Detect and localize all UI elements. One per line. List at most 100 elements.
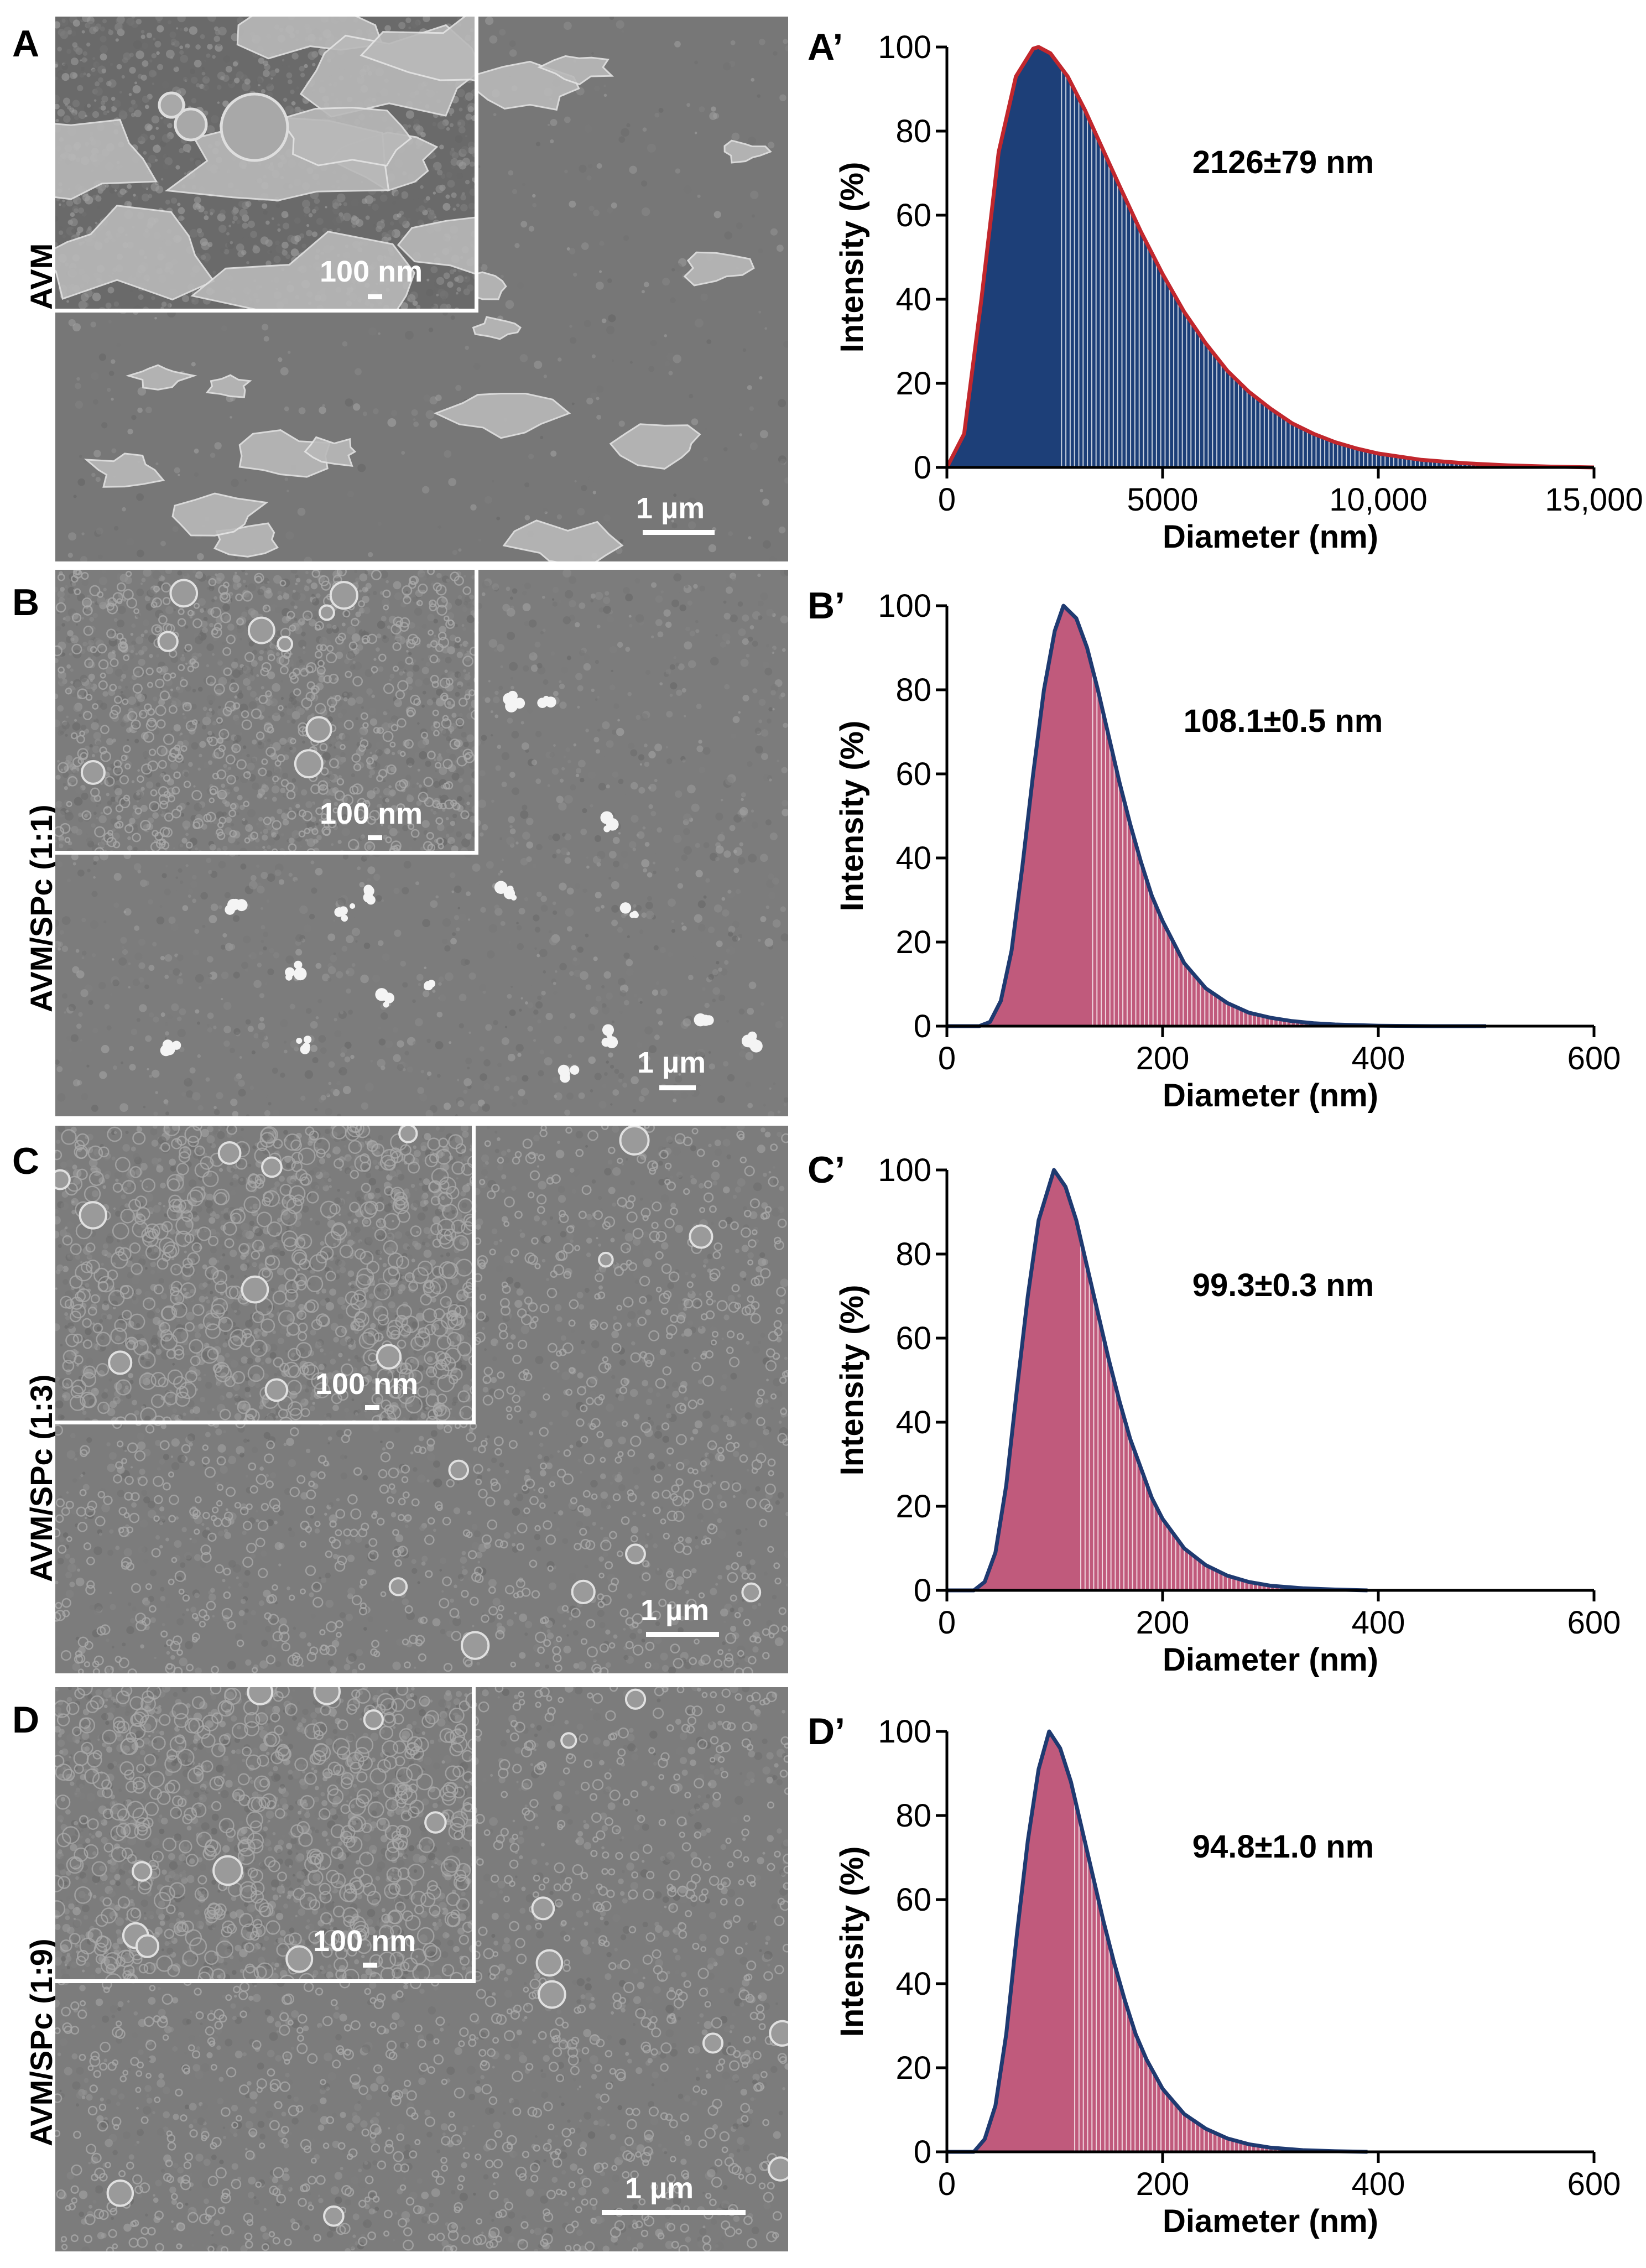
- size-annotation: 94.8±1.0 nm: [1192, 1829, 1374, 1865]
- distribution-area: [947, 47, 1594, 467]
- y-tick-label: 60: [895, 756, 931, 792]
- chart-b-prime-svg: B’ 0 20 40 60 80 100 0 200 400 600 Diameter (nm) Int…: [808, 585, 1621, 1114]
- x-tick-label: 5000: [1127, 482, 1198, 518]
- y-axis-title: Intensity (%): [834, 721, 870, 912]
- x-tick-label: 400: [1352, 1605, 1405, 1641]
- main-scale-label-d: 1 µm: [625, 2172, 694, 2205]
- inset-image-c: 100 nm: [55, 1126, 476, 1424]
- sem-image-a: 100 nm 1 µm: [55, 17, 788, 561]
- panel-letter-a: A: [12, 23, 40, 65]
- y-tick-label: 20: [895, 924, 931, 960]
- x-tick-label: 200: [1136, 2166, 1190, 2202]
- y-tick-label: 80: [895, 1236, 931, 1272]
- inset-texture-b: [55, 570, 475, 851]
- chart-panel-label: A’: [808, 26, 843, 68]
- size-annotation: 2126±79 nm: [1192, 144, 1374, 180]
- main-scale-bar-c: [646, 1632, 719, 1637]
- y-axis-title: Intensity (%): [834, 1285, 870, 1476]
- y-tick-label: 60: [895, 1882, 931, 1918]
- chart-c-prime: C’ 0 20 40 60 80 100 0 200 400 600 Diameter (nm) Int…: [796, 1140, 1646, 1693]
- x-tick-label: 400: [1352, 1041, 1405, 1076]
- fit-curve: [947, 1729, 1368, 2154]
- main-scale-bar-b: [659, 1085, 696, 1090]
- x-tick-label: 0: [938, 2166, 956, 2202]
- sem-image-b: 100 nm 1 µm: [55, 570, 788, 1116]
- y-tick-label: 80: [895, 113, 931, 149]
- panel-letter-c: C: [12, 1140, 40, 1182]
- inset-scale-bar-c: [365, 1405, 379, 1410]
- panel-letter-b: B: [12, 581, 40, 623]
- inset-image-a: 100 nm: [55, 17, 478, 313]
- row-label-d: AVM/SPc (1:9): [24, 1938, 59, 2146]
- y-tick-label: 80: [895, 1798, 931, 1834]
- inset-scale-label-b: 100 nm: [320, 797, 423, 830]
- inset-scale-bar-d: [363, 1963, 377, 1968]
- y-tick-label: 20: [895, 366, 931, 402]
- chart-panel-label: B’: [808, 585, 845, 627]
- main-scale-bar-a: [643, 530, 715, 535]
- y-tick-label: 20: [895, 2050, 931, 2086]
- y-tick-label: 40: [895, 282, 931, 318]
- y-tick-label: 40: [895, 1405, 931, 1440]
- sem-image-d: 100 nm 1 µm: [55, 1687, 788, 2251]
- y-tick-label: 80: [895, 672, 931, 708]
- size-annotation: 108.1±0.5 nm: [1184, 703, 1383, 739]
- y-tick-label: 0: [914, 1573, 931, 1609]
- y-axis-title: Intensity (%): [834, 162, 870, 353]
- inset-texture-c: [55, 1126, 472, 1421]
- x-axis-title: Diameter (nm): [1163, 2203, 1378, 2239]
- x-tick-label: 0: [938, 1041, 956, 1076]
- x-tick-label: 200: [1136, 1041, 1190, 1076]
- row-label-b: AVM/SPc (1:1): [24, 804, 59, 1012]
- chart-panel-label: D’: [808, 1710, 845, 1752]
- x-tick-label: 400: [1352, 2166, 1405, 2202]
- y-tick-label: 0: [914, 450, 931, 486]
- y-tick-label: 60: [895, 1320, 931, 1356]
- main-scale-label-c: 1 µm: [640, 1594, 710, 1627]
- fit-curve: [947, 1168, 1368, 1593]
- y-tick-label: 100: [878, 1714, 931, 1750]
- x-tick-label: 600: [1567, 2166, 1621, 2202]
- x-tick-label: 0: [938, 482, 956, 518]
- x-tick-label: 200: [1136, 1605, 1190, 1641]
- inset-image-d: 100 nm: [55, 1687, 476, 1983]
- y-tick-label: 100: [878, 1152, 931, 1188]
- y-tick-label: 60: [895, 197, 931, 233]
- panel-letter-d: D: [12, 1699, 40, 1741]
- inset-scale-label-a: 100 nm: [320, 255, 423, 288]
- x-tick-label: 600: [1567, 1041, 1621, 1076]
- fit-curve: [945, 45, 1595, 470]
- main-scale-label-a: 1 µm: [636, 492, 705, 525]
- inset-image-b: 100 nm: [55, 570, 478, 855]
- inset-scale-label-c: 100 nm: [315, 1367, 419, 1401]
- x-axis-title: Diameter (nm): [1163, 1078, 1378, 1114]
- x-axis-title: Diameter (nm): [1163, 1642, 1378, 1678]
- x-tick-label: 0: [938, 1605, 956, 1641]
- main-scale-bar-d: [602, 2210, 746, 2215]
- y-tick-label: 40: [895, 840, 931, 876]
- sem-image-c: 100 nm 1 µm: [55, 1126, 788, 1673]
- size-annotation: 99.3±0.3 nm: [1192, 1267, 1374, 1303]
- distribution-area: [947, 1731, 1368, 2152]
- inset-texture-d: [55, 1687, 472, 1979]
- y-tick-label: 40: [895, 1966, 931, 2002]
- chart-d-prime: D’ 0 20 40 60 80 100 0 200 400 600 Diameter (nm) Int…: [796, 1701, 1646, 2254]
- chart-c-prime-svg: C’ 0 20 40 60 80 100 0 200 400 600 Diameter (nm) Int…: [808, 1149, 1621, 1678]
- inset-texture-a: [55, 17, 475, 309]
- inset-scale-label-d: 100 nm: [313, 1924, 416, 1958]
- chart-a-prime: A’ 0 20 40 60 80 100 0 5000 10,000 15,000 Diameter …: [796, 17, 1646, 570]
- distribution-area: [947, 606, 1486, 1026]
- y-tick-label: 100: [878, 29, 931, 65]
- main-scale-label-b: 1 µm: [637, 1046, 706, 1079]
- x-axis-title: Diameter (nm): [1163, 519, 1378, 555]
- chart-d-prime-svg: D’ 0 20 40 60 80 100 0 200 400 600 Diameter (nm) Int…: [808, 1710, 1621, 2239]
- x-tick-label: 600: [1567, 1605, 1621, 1641]
- y-tick-label: 100: [878, 588, 931, 624]
- chart-a-prime-svg: A’ 0 20 40 60 80 100 0 5000 10,000 15,000 Diameter …: [808, 26, 1643, 555]
- chart-panel-label: C’: [808, 1149, 845, 1191]
- x-tick-label: 15,000: [1545, 482, 1643, 518]
- x-tick-label: 10,000: [1329, 482, 1427, 518]
- y-tick-label: 20: [895, 1489, 931, 1525]
- row-label-a: AVM: [24, 243, 59, 310]
- fit-curve: [947, 604, 1486, 1028]
